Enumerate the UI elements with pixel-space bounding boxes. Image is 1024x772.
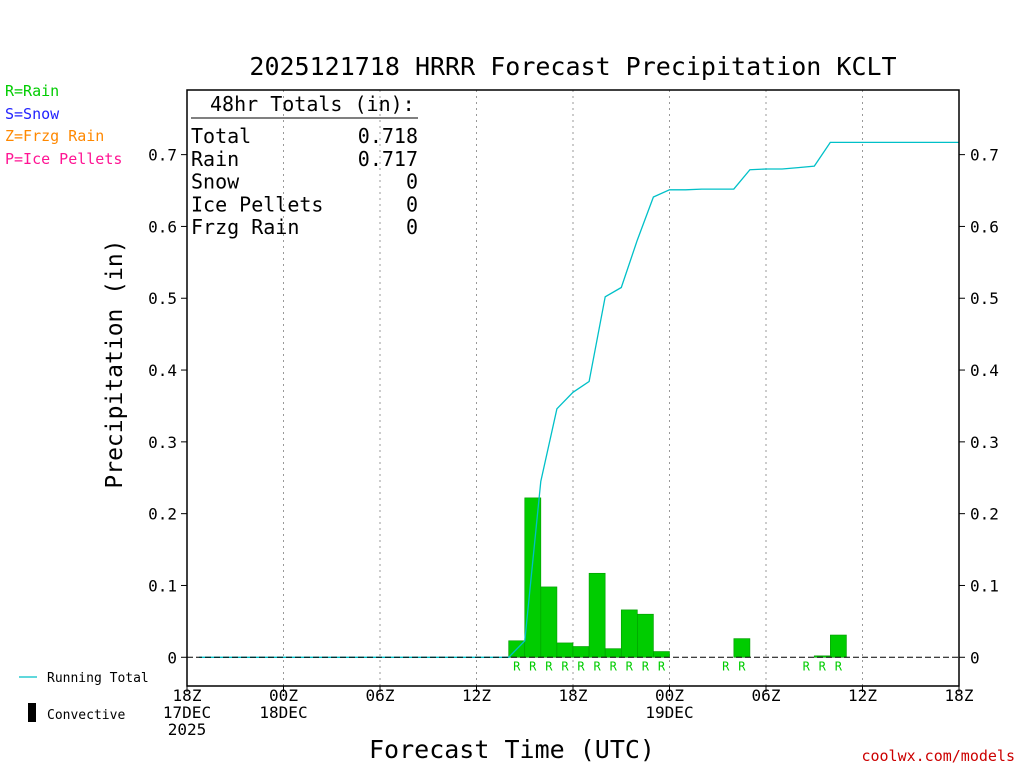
precip-bar: [556, 642, 574, 658]
totals-row-value: 0: [406, 215, 418, 239]
x-tick-label: 12Z: [848, 686, 877, 705]
ptype-label: R: [803, 659, 811, 673]
totals-row-label: Snow: [191, 170, 240, 194]
convective-legend-label: Convective: [47, 708, 125, 723]
ptype-label: R: [738, 659, 746, 673]
y-tick-label-right: 0.6: [970, 217, 999, 236]
precip-bar: [637, 613, 654, 658]
ptype-label: R: [561, 659, 569, 673]
precip-bar: [604, 648, 622, 658]
x-tick-label: 12Z: [462, 686, 491, 705]
y-tick-label-right: 0.4: [970, 361, 999, 380]
x-tick-label: 06Z: [752, 686, 781, 705]
totals-header: 48hr Totals (in):: [210, 92, 415, 116]
x-tick-label: 00Z: [269, 686, 298, 705]
y-tick-label-left: 0.5: [148, 289, 177, 308]
ptype-label: R: [594, 659, 602, 673]
ptype-label: R: [610, 659, 618, 673]
totals-row-label: Rain: [191, 147, 239, 171]
legend-snow: S=Snow: [5, 105, 60, 123]
y-tick-label-right: 0.1: [970, 576, 999, 595]
x-tick-label: 2025: [168, 720, 207, 739]
ptype-label: R: [577, 659, 585, 673]
running-total-line: [199, 141, 959, 658]
x-tick-label: 17DEC: [163, 703, 211, 722]
y-tick-label-right: 0.7: [970, 146, 999, 165]
ptype-label: R: [626, 659, 634, 673]
y-tick-label-left: 0.1: [148, 576, 177, 595]
y-tick-label-left: 0.6: [148, 217, 177, 236]
ptype-label: R: [658, 659, 666, 673]
precip-bar: [830, 634, 847, 658]
ptype-label: R: [722, 659, 730, 673]
totals-row-label: Ice Pellets: [191, 192, 323, 216]
y-tick-label-right: 0.2: [970, 505, 999, 524]
convective-legend-swatch: [28, 703, 36, 722]
legend-ice-pellets: P=Ice Pellets: [5, 150, 122, 168]
precip-bar: [524, 497, 542, 658]
y-tick-label-left: 0.7: [148, 146, 177, 165]
precip-bar: [540, 586, 558, 658]
x-axis-label: Forecast Time (UTC): [369, 735, 655, 764]
totals-row-value: 0: [406, 192, 418, 216]
y-axis-label: Precipitation (in): [102, 239, 128, 488]
ptype-label: R: [642, 659, 650, 673]
ptype-label: R: [819, 659, 827, 673]
y-tick-label-right: 0: [970, 648, 980, 667]
precip-bar: [588, 572, 606, 658]
y-tick-label-right: 0.5: [970, 289, 999, 308]
chart-title: 2025121718 HRRR Forecast Precipitation K…: [249, 52, 896, 81]
y-tick-label-left: 0: [167, 648, 177, 667]
totals-row-value: 0.717: [358, 147, 418, 171]
precip-bar: [653, 651, 670, 658]
legend-rain: R=Rain: [5, 82, 59, 100]
x-tick-label: 18Z: [559, 686, 588, 705]
x-tick-label: 06Z: [366, 686, 395, 705]
x-tick-label: 18Z: [945, 686, 974, 705]
totals-row-value: 0: [406, 170, 418, 194]
precip-bar: [733, 638, 751, 658]
x-tick-label: 19DEC: [645, 703, 693, 722]
ptype-label: R: [529, 659, 537, 673]
ptype-label: R: [835, 659, 843, 673]
ptype-label: R: [513, 659, 521, 673]
precip-bar: [572, 646, 590, 658]
plot-frame: [186, 89, 960, 687]
x-tick-label: 18DEC: [259, 703, 307, 722]
y-tick-label-left: 0.4: [148, 361, 177, 380]
running-total-legend-label: Running Total: [47, 671, 149, 686]
y-tick-label-left: 0.3: [148, 433, 177, 452]
ptype-label: R: [545, 659, 553, 673]
y-tick-label-right: 0.3: [970, 433, 999, 452]
credit-text: coolwx.com/models: [861, 747, 1015, 765]
totals-row-label: Frzg Rain: [191, 215, 299, 239]
legend-frzg-rain: Z=Frzg Rain: [5, 127, 104, 145]
totals-row-value: 0.718: [358, 124, 418, 148]
x-tick-label: 00Z: [655, 686, 684, 705]
totals-box: 48hr Totals (in): Total 0.718 Rain 0.717 Sno…: [191, 92, 418, 239]
totals-row-label: Total: [191, 124, 251, 148]
y-tick-label-left: 0.2: [148, 505, 177, 524]
x-tick-label: 18Z: [173, 686, 202, 705]
precip-bar: [620, 609, 638, 658]
